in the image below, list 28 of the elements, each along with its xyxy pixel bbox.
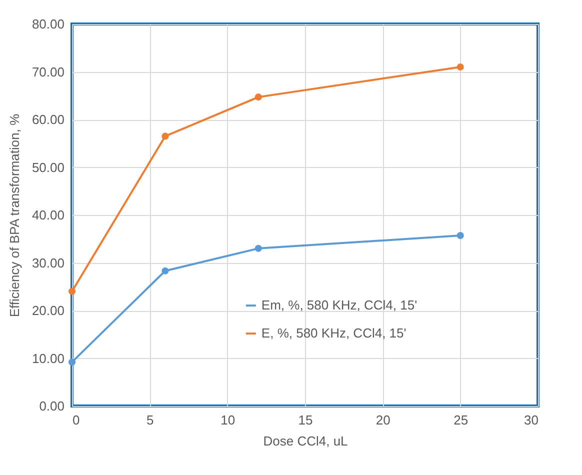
point xyxy=(254,244,262,252)
point xyxy=(254,94,262,101)
y-tick-label: 70.00 xyxy=(32,64,64,80)
y-axis-title: Efficiency of BPA transformation, % xyxy=(6,113,22,318)
point xyxy=(456,63,464,71)
x-tick-label: 15 xyxy=(298,412,313,428)
x-tick-label: 25 xyxy=(454,412,468,428)
point xyxy=(68,358,76,366)
y-tick-label: 40.00 xyxy=(32,208,64,222)
x-tick-label: 5 xyxy=(146,412,154,428)
y-tick-label: 20.00 xyxy=(32,303,64,318)
point xyxy=(456,232,464,240)
point xyxy=(68,288,76,295)
x-tick-label: 0 xyxy=(72,412,80,428)
y-tick-label: 60.00 xyxy=(32,112,64,127)
y-tick-label: 80.00 xyxy=(32,16,64,32)
point xyxy=(162,132,169,140)
legend-label: E, %, 580 KHz, CCl4, 15' xyxy=(261,326,406,341)
x-tick-label: 20 xyxy=(376,412,390,428)
legend-label: Em, %, 580 KHz, CCl4, 15' xyxy=(261,298,418,313)
y-tick-label: 10.00 xyxy=(32,350,64,366)
x-tick-label: 30 xyxy=(524,412,538,428)
y-tick-label: 50.00 xyxy=(32,160,64,175)
x-tick-label: 10 xyxy=(220,412,236,428)
x-axis-title: Dose CCl4, uL xyxy=(263,434,348,448)
point xyxy=(162,267,169,274)
y-tick-label: 30.00 xyxy=(32,255,64,270)
y-tick-label: 0.00 xyxy=(39,398,64,414)
